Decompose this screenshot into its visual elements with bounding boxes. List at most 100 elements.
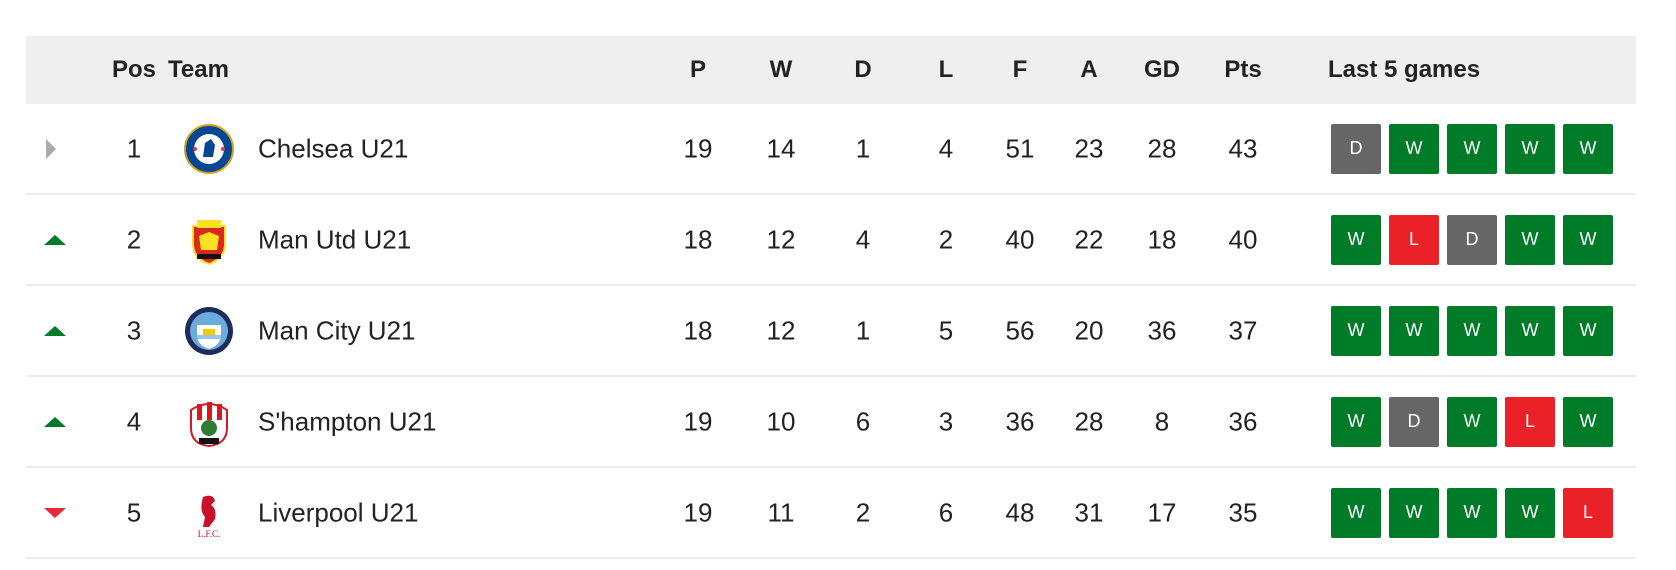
stat-p: 19 <box>683 497 713 527</box>
header-gd[interactable]: GD <box>1144 56 1180 83</box>
header-a[interactable]: A <box>1080 56 1098 83</box>
form-badge-win[interactable]: W <box>1505 214 1555 265</box>
chelsea-crest-icon <box>184 123 234 174</box>
form-badge-win[interactable]: W <box>1389 123 1439 174</box>
stat-w: 12 <box>766 224 796 254</box>
stat-f: 48 <box>1005 497 1035 527</box>
table-row[interactable]: 2 Man Utd U21 18 12 4 2 40 22 18 40 W L D W W <box>26 195 1636 286</box>
stat-d: 1 <box>855 133 871 163</box>
header-l[interactable]: L <box>938 56 954 83</box>
stat-w: 12 <box>766 315 796 345</box>
form-badge-draw[interactable]: D <box>1389 396 1439 447</box>
stat-w: 11 <box>767 497 795 527</box>
form-badge-win[interactable]: W <box>1505 305 1555 356</box>
position: 3 <box>126 315 142 345</box>
form-badge-loss[interactable]: L <box>1389 214 1439 265</box>
form-badge-win[interactable]: W <box>1389 305 1439 356</box>
stat-pts: 36 <box>1228 406 1258 436</box>
stat-pts: 35 <box>1228 497 1258 527</box>
stat-l: 3 <box>938 406 954 436</box>
stat-pts: 37 <box>1228 315 1258 345</box>
form-badge-win[interactable]: W <box>1331 305 1381 356</box>
form-badge-win[interactable]: W <box>1505 487 1555 538</box>
no-change-arrow-icon <box>46 138 56 159</box>
stat-d: 4 <box>855 224 871 254</box>
header-w[interactable]: W <box>769 56 793 83</box>
form-badge-win[interactable]: W <box>1563 123 1613 174</box>
table-row[interactable]: 4 S'hampton U21 19 10 6 3 36 28 8 36 W D W L W <box>26 377 1636 468</box>
position: 1 <box>126 133 142 163</box>
stat-gd: 17 <box>1147 497 1177 527</box>
stat-p: 19 <box>683 133 713 163</box>
form-badge-win[interactable]: W <box>1447 123 1497 174</box>
team-name[interactable]: Man Utd U21 <box>258 224 412 254</box>
stat-l: 2 <box>938 224 954 254</box>
team-name[interactable]: Liverpool U21 <box>258 497 419 527</box>
stat-p: 19 <box>683 406 713 436</box>
form-badge-loss[interactable]: L <box>1505 396 1555 447</box>
stat-l: 5 <box>938 315 954 345</box>
header-last5: Last 5 games <box>1328 56 1481 83</box>
stat-a: 20 <box>1074 315 1104 345</box>
table-row[interactable]: 5 L.F.C. Liverpool U21 19 11 2 6 48 31 17 35 W W W W L <box>26 468 1636 559</box>
stat-f: 36 <box>1005 406 1035 436</box>
team-name[interactable]: Chelsea U21 <box>258 133 409 163</box>
form-badge-win[interactable]: W <box>1331 396 1381 447</box>
up-arrow-icon <box>44 325 66 336</box>
stat-d: 6 <box>855 406 871 436</box>
header-p[interactable]: P <box>689 56 707 83</box>
position: 4 <box>126 406 142 436</box>
header-pts[interactable]: Pts <box>1224 56 1262 83</box>
stat-f: 51 <box>1005 133 1035 163</box>
form-badge-win[interactable]: W <box>1563 214 1613 265</box>
header-d[interactable]: D <box>854 56 872 83</box>
stat-a: 22 <box>1074 224 1104 254</box>
stat-p: 18 <box>683 315 713 345</box>
stat-l: 6 <box>938 497 954 527</box>
svg-text:L.F.C.: L.F.C. <box>198 529 221 539</box>
team-name[interactable]: S'hampton U21 <box>258 406 437 436</box>
man-utd-crest-icon <box>192 219 226 265</box>
form-badge-win[interactable]: W <box>1505 123 1555 174</box>
stat-w: 10 <box>766 406 796 436</box>
stat-gd: 8 <box>1154 406 1170 436</box>
up-arrow-icon <box>44 234 66 245</box>
form-badge-win[interactable]: W <box>1447 305 1497 356</box>
form-badge-draw[interactable]: D <box>1331 123 1381 174</box>
stat-p: 18 <box>683 224 713 254</box>
stat-a: 31 <box>1074 497 1104 527</box>
form-badge-win[interactable]: W <box>1563 305 1613 356</box>
form-badge-win[interactable]: W <box>1331 487 1381 538</box>
team-name[interactable]: Man City U21 <box>258 315 416 345</box>
table-header: Pos Team P W D L F A GD Pts Last 5 games <box>26 36 1636 104</box>
stat-d: 2 <box>855 497 871 527</box>
form-badge-win[interactable]: W <box>1447 487 1497 538</box>
stat-gd: 18 <box>1147 224 1177 254</box>
stat-f: 56 <box>1005 315 1035 345</box>
stat-a: 28 <box>1074 406 1104 436</box>
header-team[interactable]: Team <box>168 56 229 83</box>
form-badge-loss[interactable]: L <box>1563 487 1613 538</box>
form-badge-win[interactable]: W <box>1389 487 1439 538</box>
league-table: Pos Team P W D L F A GD Pts Last 5 games… <box>26 36 1636 559</box>
down-arrow-icon <box>44 507 66 518</box>
header-f[interactable]: F <box>1012 56 1028 83</box>
table-row[interactable]: 3 Man City U21 18 12 1 5 56 20 36 37 W W W W W <box>26 286 1636 377</box>
up-arrow-icon <box>44 416 66 427</box>
stat-a: 23 <box>1074 133 1104 163</box>
form-badge-win[interactable]: W <box>1447 396 1497 447</box>
stat-gd: 36 <box>1147 315 1177 345</box>
southampton-crest-icon <box>190 401 228 447</box>
form-badge-win[interactable]: W <box>1563 396 1613 447</box>
position: 2 <box>126 224 142 254</box>
form-badge-draw[interactable]: D <box>1447 214 1497 265</box>
table-row[interactable]: 1 Chelsea U21 19 14 1 4 51 23 28 43 D W W W W <box>26 104 1636 195</box>
stat-f: 40 <box>1005 224 1035 254</box>
form-badge-win[interactable]: W <box>1331 214 1381 265</box>
header-pos[interactable]: Pos <box>111 56 157 83</box>
stat-pts: 43 <box>1228 133 1258 163</box>
